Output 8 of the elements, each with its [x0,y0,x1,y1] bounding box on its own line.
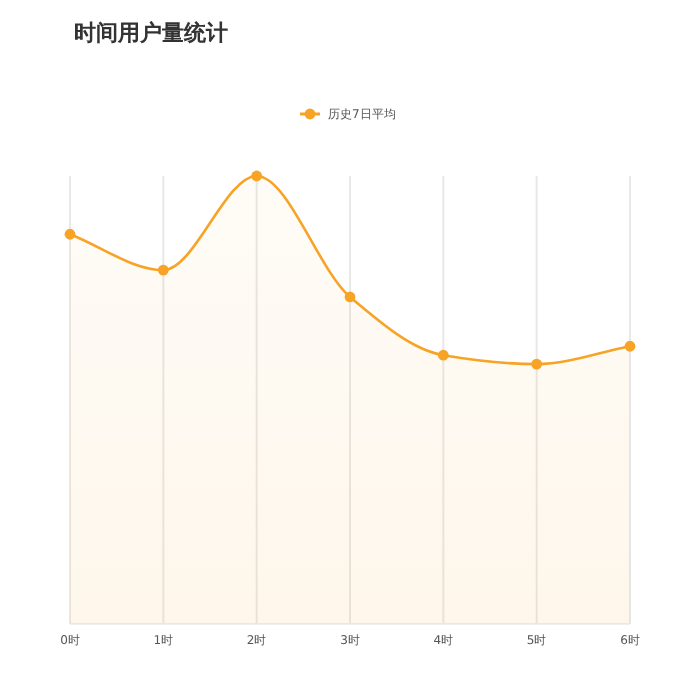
chart-title: 时间用户量统计 [74,20,228,46]
point [251,170,263,182]
point [531,358,543,370]
point [437,349,449,361]
point [64,228,76,240]
point [624,340,636,352]
point [157,264,169,276]
point [344,291,356,303]
